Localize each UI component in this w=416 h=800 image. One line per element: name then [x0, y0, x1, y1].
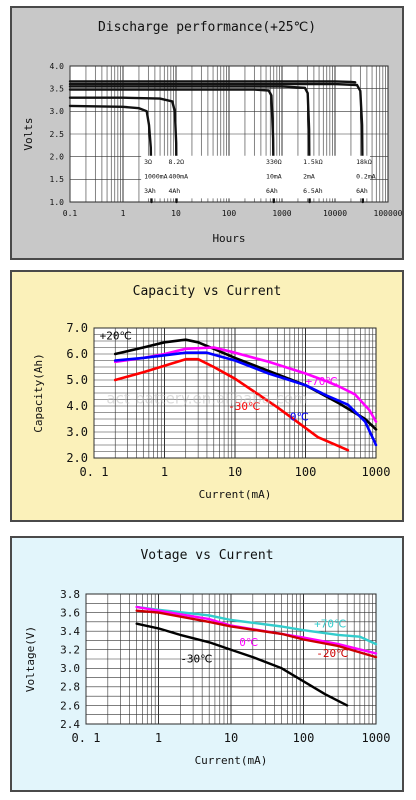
- x-tick-label: 0. 1: [80, 465, 109, 479]
- x-tick-label: 100: [222, 209, 237, 218]
- y-tick-label: 4.0: [66, 399, 88, 413]
- y-tick-label: 2.4: [60, 718, 80, 731]
- series-line: [113, 351, 378, 447]
- series-label: -30℃: [180, 653, 212, 666]
- x-tick-label: 10: [224, 731, 238, 745]
- legend-table-cell: 400mA: [168, 172, 188, 180]
- y-tick-label: 3.5: [50, 84, 65, 93]
- legend-table-cell: 0.2mA: [356, 172, 376, 180]
- x-tick-label: 100: [295, 465, 317, 479]
- series-label: -20℃: [316, 647, 348, 660]
- x-axis-label: Current(mA): [199, 488, 272, 501]
- y-tick-label: 5.0: [66, 373, 88, 387]
- grid: [85, 593, 376, 725]
- legend-table-cell: 6.5Ah: [303, 187, 323, 195]
- series-line: [135, 622, 349, 707]
- x-tick-label: 1: [155, 731, 162, 745]
- x-tick-label: 1000: [362, 465, 391, 479]
- legend-table-cell: 2mA: [303, 172, 315, 180]
- y-tick-label: 4.0: [50, 62, 65, 71]
- x-tick-label: 0.1: [63, 209, 78, 218]
- legend-table-cell: 3Ah: [144, 187, 156, 195]
- x-tick-label: 1000: [362, 731, 391, 745]
- x-axis-label: Current(mA): [195, 754, 268, 767]
- series-line: [135, 609, 378, 659]
- series-line: [68, 85, 311, 204]
- y-tick-label: 1.0: [50, 198, 65, 207]
- y-tick-label: 2.5: [50, 130, 65, 139]
- y-tick-label: 3.0: [50, 107, 65, 116]
- legend-table-cell: 1000mA: [144, 172, 168, 180]
- discharge-chart: 1.0 1.5 2.0 2.5 3.0 3.5 4.0 0.1 1 10 100 1000 10000 1…: [22, 62, 402, 245]
- y-tick-label: 6.0: [66, 347, 88, 361]
- chart-title: Capacity vs Current: [132, 284, 282, 299]
- legend-table-cell: 1.5kΩ: [303, 158, 323, 166]
- y-tick-label: 3.0: [60, 662, 80, 675]
- y-tick-label: 3.0: [66, 425, 88, 439]
- capacity-chart: 2.0 3.0 4.0 5.0 6.0 7.0 0. 1 1 10 100 1000 Current(…: [32, 321, 391, 501]
- series-label: 0℃: [290, 410, 309, 423]
- legend-table-cell: 18kΩ: [356, 158, 372, 166]
- y-tick-label: 3.8: [60, 588, 80, 601]
- y-axis-label: Volts: [22, 117, 35, 150]
- x-axis-label: Hours: [212, 232, 245, 245]
- series-label: +70℃: [306, 375, 338, 388]
- series-line: [113, 357, 350, 452]
- legend-table-cell: 3Ω: [144, 158, 152, 166]
- discharge-chart-panel: Discharge performance(+25℃) 1.0 1.5 2.0 2.5…: [10, 6, 404, 260]
- series-label: +70℃: [314, 617, 346, 630]
- series-line: [113, 338, 378, 431]
- x-tick-label: 1: [121, 209, 126, 218]
- x-tick-label: 1: [161, 465, 168, 479]
- y-tick-label: 7.0: [66, 321, 88, 335]
- legend-table-cell: 6Ah: [266, 187, 278, 195]
- y-tick-label: 2.0: [50, 152, 65, 161]
- legend-table: 3Ω 8.2Ω 330Ω 1.5kΩ 18kΩ 1000mA 400mA 10mA 2mA 0.2…: [141, 155, 376, 199]
- legend-table-cell: 8.2Ω: [168, 158, 184, 166]
- voltage-chart-panel: Votage vs Current 2.4 2.6 2.8 3.0 3.2 3.4 3.6 3…: [10, 536, 404, 792]
- series-line: [68, 96, 178, 204]
- series-line: [68, 104, 153, 204]
- series-label: +20℃: [100, 330, 132, 343]
- series-line: [135, 605, 378, 646]
- x-tick-label: 100: [293, 731, 315, 745]
- capacity-chart-panel: Capacity vs Current 2.0 3.0 4.0 5.0 6.0 7.0 0.…: [10, 270, 404, 522]
- series-label: 0℃: [239, 636, 258, 649]
- x-tick-label: 0. 1: [72, 731, 101, 745]
- legend-table-background: [141, 155, 370, 199]
- series-label: -30℃: [228, 400, 260, 413]
- legend-table-cell: 4Ah: [168, 187, 180, 195]
- y-tick-label: 3.6: [60, 606, 80, 619]
- series-line: [68, 82, 364, 204]
- x-tick-label: 100000: [374, 209, 402, 218]
- chart-title: Votage vs Current: [140, 548, 274, 563]
- series-line: [68, 88, 275, 204]
- series-line: [68, 80, 357, 84]
- x-tick-label: 10000: [323, 209, 347, 218]
- x-tick-label: 10: [171, 209, 181, 218]
- y-axis-label: Voltage(V): [24, 626, 37, 692]
- y-tick-label: 2.6: [60, 699, 80, 712]
- watermark: act-battery.en.alibaba.com: [106, 389, 307, 407]
- legend-table-cell: 330Ω: [266, 158, 282, 166]
- legend-table-cell: 6Ah: [356, 187, 368, 195]
- y-tick-label: 2.0: [66, 451, 88, 465]
- chart-title: Discharge performance(+25℃): [97, 20, 317, 35]
- y-tick-label: 3.4: [60, 625, 80, 638]
- x-tick-label: 10: [228, 465, 242, 479]
- legend-table-cell: 10mA: [266, 172, 282, 180]
- y-tick-label: 2.8: [60, 681, 80, 694]
- y-tick-label: 3.2: [60, 644, 80, 657]
- x-tick-label: 1000: [272, 209, 291, 218]
- y-axis-label: Capacity(Ah): [32, 353, 45, 432]
- voltage-chart: 2.4 2.6 2.8 3.0 3.2 3.4 3.6 3.8 0. 1 1 10 100 1000 Cu…: [24, 588, 391, 767]
- y-tick-label: 1.5: [50, 175, 65, 184]
